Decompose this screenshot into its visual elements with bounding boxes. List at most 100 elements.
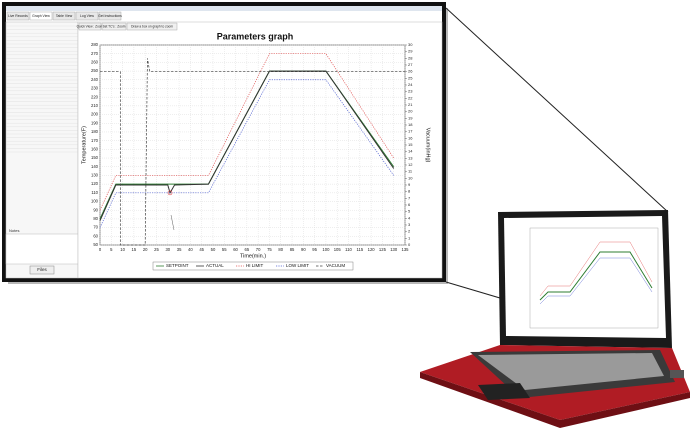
tab[interactable]: [52, 11, 76, 21]
subtab[interactable]: [78, 22, 102, 31]
subtab-label: Quick View : Zoom: [77, 24, 104, 28]
chart-title: Parameters graph: [217, 31, 294, 41]
subtab[interactable]: [101, 22, 127, 31]
title-bar: [6, 6, 442, 11]
subtab[interactable]: [126, 22, 178, 31]
y2-tick-label: 27: [408, 62, 413, 67]
y2-tick-label: 24: [408, 82, 413, 87]
x-tick-label: 100: [322, 247, 330, 252]
y2-tick-label: 14: [408, 149, 413, 154]
y-tick-label: 80: [93, 216, 98, 221]
y2-tick-label: 10: [408, 175, 413, 180]
x-tick-label: 10: [120, 247, 125, 252]
y-tick-label: 170: [91, 138, 99, 143]
tab[interactable]: [98, 11, 122, 21]
x-tick-label: 20: [143, 247, 148, 252]
y-tick-label: 280: [91, 42, 99, 47]
subtab-label: Draw a box on graph to zoom: [131, 24, 173, 28]
y2-tick-label: 13: [408, 155, 413, 160]
y2-tick-label: 29: [408, 49, 413, 54]
y2-tick-label: 26: [408, 69, 413, 74]
subtab-label: Set TC's : Zoom: [103, 24, 126, 28]
y2-tick-label: 23: [408, 89, 413, 94]
x-tick-label: 0: [99, 247, 102, 252]
x-tick-label: 35: [177, 247, 182, 252]
y-tick-label: 120: [91, 181, 99, 186]
y2-tick-label: 21: [408, 102, 413, 107]
x-tick-label: 45: [199, 247, 204, 252]
x-tick-label: 110: [345, 247, 352, 252]
notes-label: Notes: [9, 228, 19, 233]
series-line: [99, 70, 395, 221]
notes-box: [5, 233, 79, 265]
x-tick-label: 75: [267, 247, 272, 252]
y2-axis-label: Vacuum(inHg): [425, 128, 431, 163]
annotation-arrow: [170, 214, 175, 231]
y2-tick-label: 4: [408, 215, 411, 220]
x-tick-label: 70: [256, 247, 261, 252]
y-tick-label: 150: [91, 155, 99, 160]
y2-tick-label: 1: [408, 235, 411, 240]
tab[interactable]: [75, 11, 99, 21]
x-tick-label: 135: [402, 247, 410, 252]
y2-tick-label: 15: [408, 142, 413, 147]
y-tick-label: 130: [91, 173, 99, 178]
y2-tick-label: 17: [408, 129, 413, 134]
y2-tick-label: 19: [408, 115, 413, 120]
y-tick-label: 110: [91, 190, 98, 195]
x-tick-label: 30: [165, 247, 170, 252]
x-tick-label: 90: [301, 247, 306, 252]
y-tick-label: 210: [91, 103, 99, 108]
y2-tick-label: 16: [408, 135, 413, 140]
series-line: [99, 53, 394, 211]
x-tick-label: 60: [233, 247, 238, 252]
tab-label: Graph View: [32, 14, 50, 18]
y-axis-label: Temperature(F): [81, 126, 87, 164]
x-tick-label: 5: [110, 247, 113, 252]
y2-tick-label: 6: [408, 202, 411, 207]
y-tick-label: 160: [91, 146, 99, 151]
x-tick-label: 65: [245, 247, 250, 252]
files-button[interactable]: [29, 265, 55, 275]
x-tick-label: 130: [390, 247, 398, 252]
legend-label: LOW LIMIT: [286, 263, 309, 268]
plot-area: [99, 44, 406, 246]
x-tick-label: 125: [379, 247, 387, 252]
tab-label: Table View: [56, 14, 73, 18]
y-tick-label: 70: [93, 225, 98, 230]
x-tick-label: 55: [222, 247, 227, 252]
y-tick-label: 260: [91, 60, 99, 65]
x-tick-label: 105: [334, 247, 342, 252]
x-tick-label: 50: [211, 247, 216, 252]
tab[interactable]: [6, 11, 30, 21]
x-tick-label: 25: [154, 247, 159, 252]
laptop: [420, 210, 690, 428]
y2-tick-label: 2: [408, 229, 411, 234]
y-tick-label: 60: [93, 233, 98, 238]
y-tick-label: 220: [91, 94, 99, 99]
y2-tick-label: 7: [408, 195, 411, 200]
legend-label: VACUUM: [326, 263, 345, 268]
x-tick-label: 120: [368, 247, 376, 252]
y-tick-label: 190: [91, 120, 99, 125]
y-tick-label: 240: [91, 77, 99, 82]
series-line: [100, 58, 405, 246]
y2-tick-label: 22: [408, 95, 413, 100]
y2-tick-label: 3: [408, 222, 411, 227]
x-tick-label: 15: [132, 247, 137, 252]
y-tick-label: 180: [91, 129, 99, 134]
x-tick-label: 115: [356, 247, 363, 252]
x-tick-label: 80: [278, 247, 283, 252]
y2-tick-label: 11: [408, 169, 413, 174]
y2-tick-label: 30: [408, 42, 413, 47]
legend-label: ACTUAL: [206, 263, 224, 268]
y2-tick-label: 28: [408, 55, 413, 60]
connector: [445, 7, 669, 213]
tab[interactable]: [29, 11, 53, 21]
y-tick-label: 140: [91, 164, 99, 169]
x-tick-label: 95: [312, 247, 317, 252]
x-axis-label: Time(min.): [240, 253, 266, 259]
y2-tick-label: 12: [408, 162, 413, 167]
